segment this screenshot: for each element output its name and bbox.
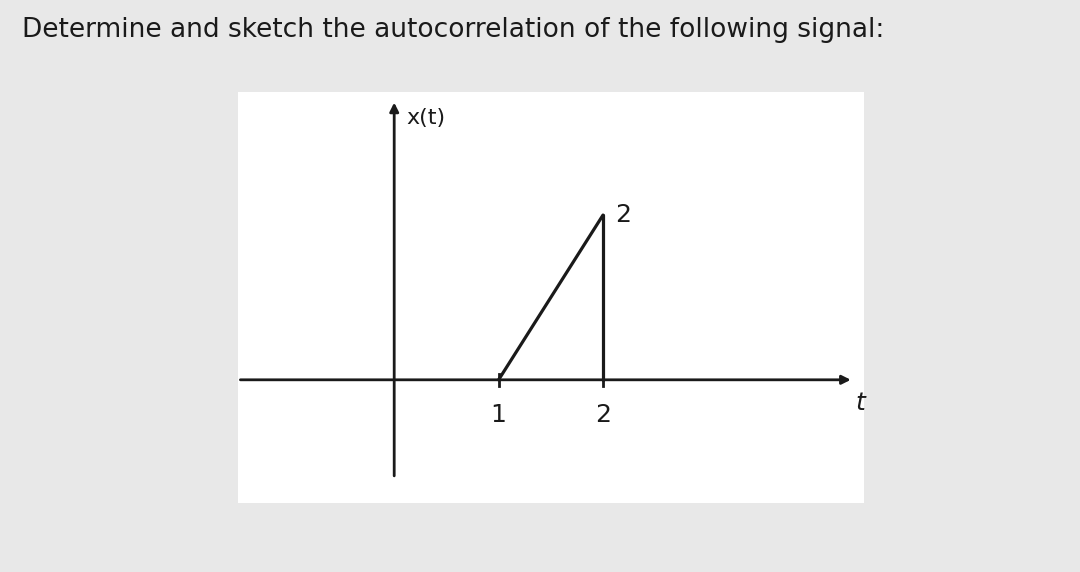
Text: 2: 2 — [616, 203, 632, 227]
Text: Determine and sketch the autocorrelation of the following signal:: Determine and sketch the autocorrelation… — [22, 17, 883, 43]
Text: x(t): x(t) — [407, 108, 446, 128]
Text: 1: 1 — [490, 403, 507, 427]
Text: t: t — [855, 391, 865, 415]
Text: 2: 2 — [595, 403, 611, 427]
